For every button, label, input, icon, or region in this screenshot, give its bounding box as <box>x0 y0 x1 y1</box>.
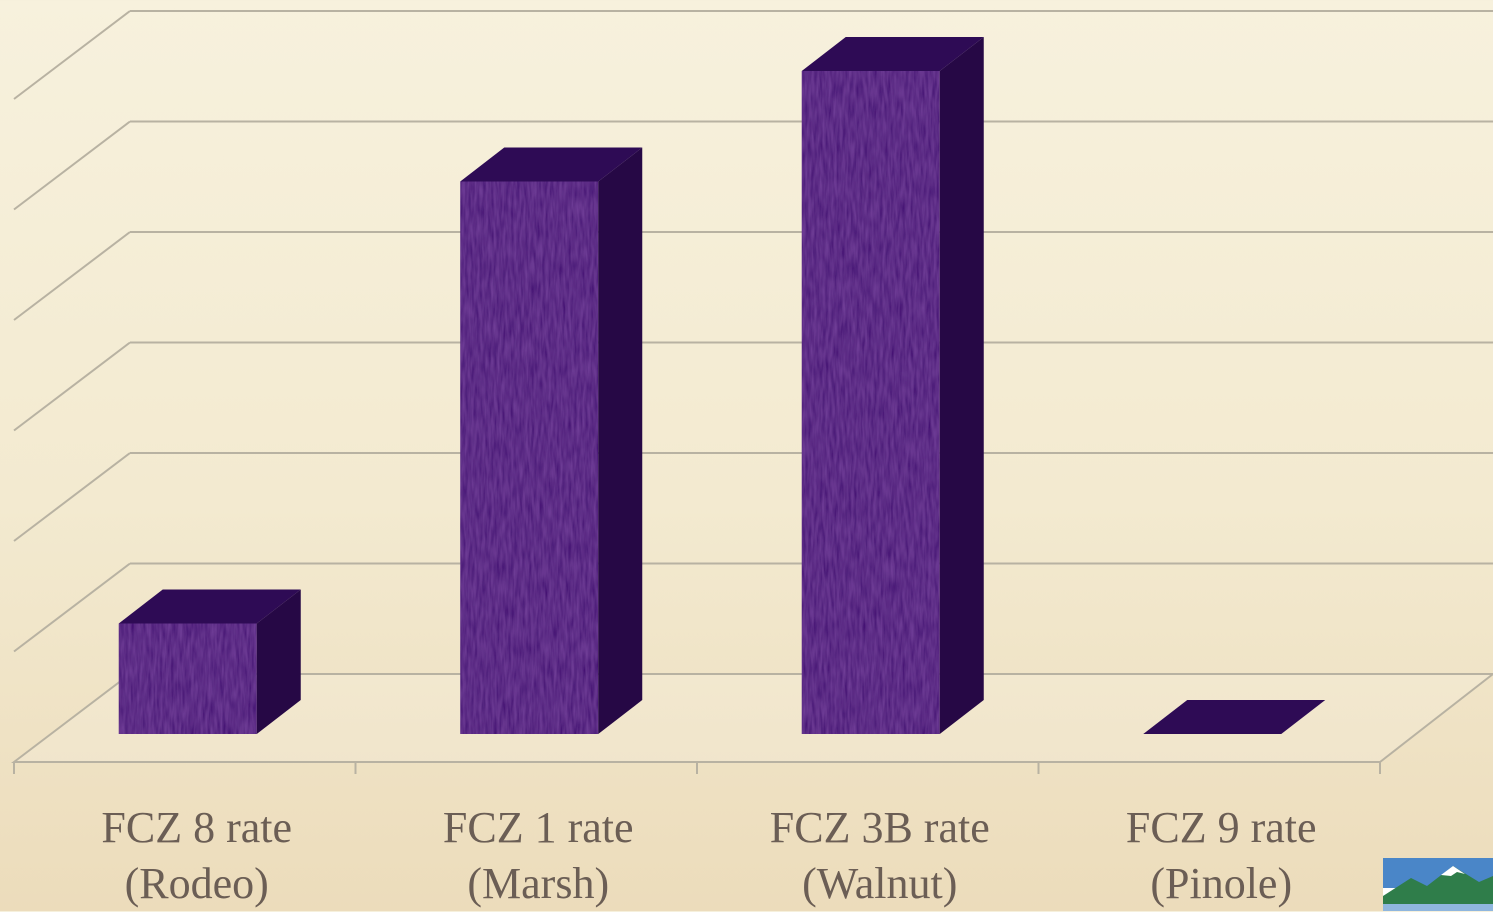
bar-top-face <box>801 37 984 71</box>
bar-2 <box>460 147 643 734</box>
mountain-logo-icon <box>1383 858 1493 911</box>
category-label-2: FCZ 1 rate (Marsh) <box>442 803 634 908</box>
bar-side-face <box>939 37 984 734</box>
bar-front-face <box>118 623 257 734</box>
bar-side-face <box>598 147 643 734</box>
category-label-4: FCZ 9 rate (Pinole) <box>1125 803 1317 908</box>
gridline-wall <box>13 120 131 211</box>
bar-front-face <box>460 181 599 734</box>
bar-top-face <box>460 147 643 182</box>
floor-plane <box>11 673 1493 763</box>
bar-top-face <box>1143 700 1326 734</box>
bar-side-face <box>256 589 301 734</box>
bar-4 <box>1143 700 1326 734</box>
bars <box>118 37 1326 734</box>
bar-1 <box>118 589 301 734</box>
category-label-1: FCZ 8 rate (Rodeo) <box>101 803 293 908</box>
gridline-wall <box>13 452 131 542</box>
bar-top-face <box>118 589 301 624</box>
gridline-wall <box>13 562 131 653</box>
gridline-wall <box>13 10 131 100</box>
category-axis <box>13 762 1381 774</box>
category-label-3: FCZ 3B rate (Walnut) <box>769 803 990 908</box>
gridline-wall <box>13 341 131 432</box>
gridline-wall <box>13 231 131 321</box>
gridlines <box>11 10 1493 763</box>
bar-front-face <box>801 71 940 734</box>
bar-3 <box>801 37 984 734</box>
